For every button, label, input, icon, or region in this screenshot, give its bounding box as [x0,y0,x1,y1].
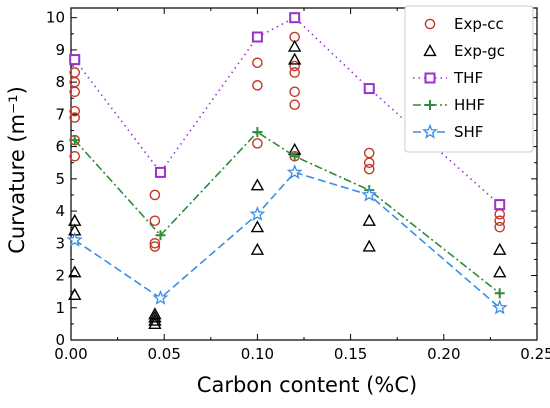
point-exp-gc [287,39,302,52]
legend-item-shf: SHF [413,123,483,141]
y-axis-label: Curvature (m⁻¹) [5,86,29,254]
x-tick-label: 0.25 [520,345,550,363]
point-exp-cc [289,86,300,98]
series-exp-gc [68,39,507,329]
legend-label-hhf: HHF [454,96,485,114]
point-shf [286,164,303,180]
point-exp-cc [494,215,506,227]
point-hhf [155,230,166,241]
point-shf [249,205,266,222]
point-exp-cc [252,138,263,149]
y-tick-label: 3 [55,234,65,252]
point-hhf [289,151,300,162]
point-exp-gc [250,242,265,255]
point-exp-cc [149,189,161,201]
point-exp-gc [362,213,376,226]
point-thf [154,166,166,178]
legend-marker-hhf [425,100,435,110]
legend-marker-shf [422,123,438,139]
legend-item-hhf: HHF [413,96,485,114]
x-tick-label: 0.05 [147,345,180,363]
x-tick-label: 0.10 [241,345,274,363]
point-exp-gc [493,265,507,278]
y-tick-label: 0 [55,331,65,349]
axis-ticks: 0.00 0.05 0.10 0.15 0.20 0.25 0 1 2 3 4 5 6 7 8 9 10 [46,8,550,363]
legend-label-exp-gc: Exp-gc [454,42,505,60]
legend-marker-thf [424,72,436,84]
series-hhf [69,127,505,299]
point-exp-cc [289,99,300,110]
legend-item-exp-cc: Exp-cc [424,15,504,33]
point-exp-cc [363,163,375,175]
point-exp-cc [494,221,506,233]
x-tick-label: 0.00 [54,345,87,363]
series-layer [66,12,508,329]
point-hhf [252,127,263,138]
point-shf [491,299,508,315]
y-tick-label: 1 [55,299,65,317]
point-exp-gc [287,52,302,65]
point-exp-gc [68,287,82,300]
point-exp-gc [250,220,265,233]
point-exp-cc [252,57,263,69]
y-tick-label: 2 [55,267,65,285]
y-tick-label: 10 [46,9,65,27]
point-exp-cc [69,105,81,117]
point-exp-gc [362,239,376,252]
point-exp-gc [493,242,507,255]
point-hhf [69,135,80,146]
point-thf [363,83,375,95]
point-exp-cc [149,215,161,227]
point-exp-cc [69,150,81,162]
legend-label-thf: THF [453,69,483,87]
legend-marker-exp-cc [424,18,436,30]
point-thf [251,31,263,43]
series-line-hhf [74,131,501,294]
point-exp-cc [363,157,375,169]
legend-label-shf: SHF [454,123,483,141]
y-tick-label: 5 [55,170,65,188]
point-shf [66,231,83,247]
point-thf [494,199,506,211]
y-tick-label: 9 [55,41,65,59]
legend-item-exp-gc: Exp-gc [423,42,505,60]
legend-item-thf: THF [413,69,483,87]
point-hhf [494,288,505,299]
point-thf [289,12,301,24]
point-thf [69,54,81,66]
x-tick-label: 0.15 [334,345,367,363]
legend: Exp-cc Exp-gc THF HHF SHF [404,5,534,153]
point-exp-cc [149,238,161,249]
y-tick-label: 7 [55,105,65,123]
x-tick-label: 0.20 [427,345,460,363]
point-shf [361,186,378,202]
point-exp-gc [148,316,162,329]
point-exp-gc [148,310,162,323]
x-axis-label: Carbon content (%C) [197,373,417,397]
y-tick-label: 4 [55,202,65,220]
point-exp-gc [148,313,162,326]
point-exp-cc [289,67,300,78]
series-thf [69,12,506,211]
y-tick-label: 6 [55,138,65,156]
legend-label-exp-cc: Exp-cc [454,15,504,33]
y-tick-label: 8 [55,73,65,91]
point-exp-cc [363,147,375,159]
point-exp-gc [250,178,265,191]
series-shf [66,164,508,315]
series-line-shf [74,171,501,309]
legend-marker-exp-gc [423,44,437,57]
point-exp-cc [252,80,263,91]
point-exp-gc [68,265,82,278]
point-exp-cc [149,241,161,252]
point-exp-cc [289,60,300,72]
point-exp-cc [69,112,81,123]
legend-box [404,5,534,153]
point-shf [152,289,169,305]
point-exp-cc [69,86,81,98]
